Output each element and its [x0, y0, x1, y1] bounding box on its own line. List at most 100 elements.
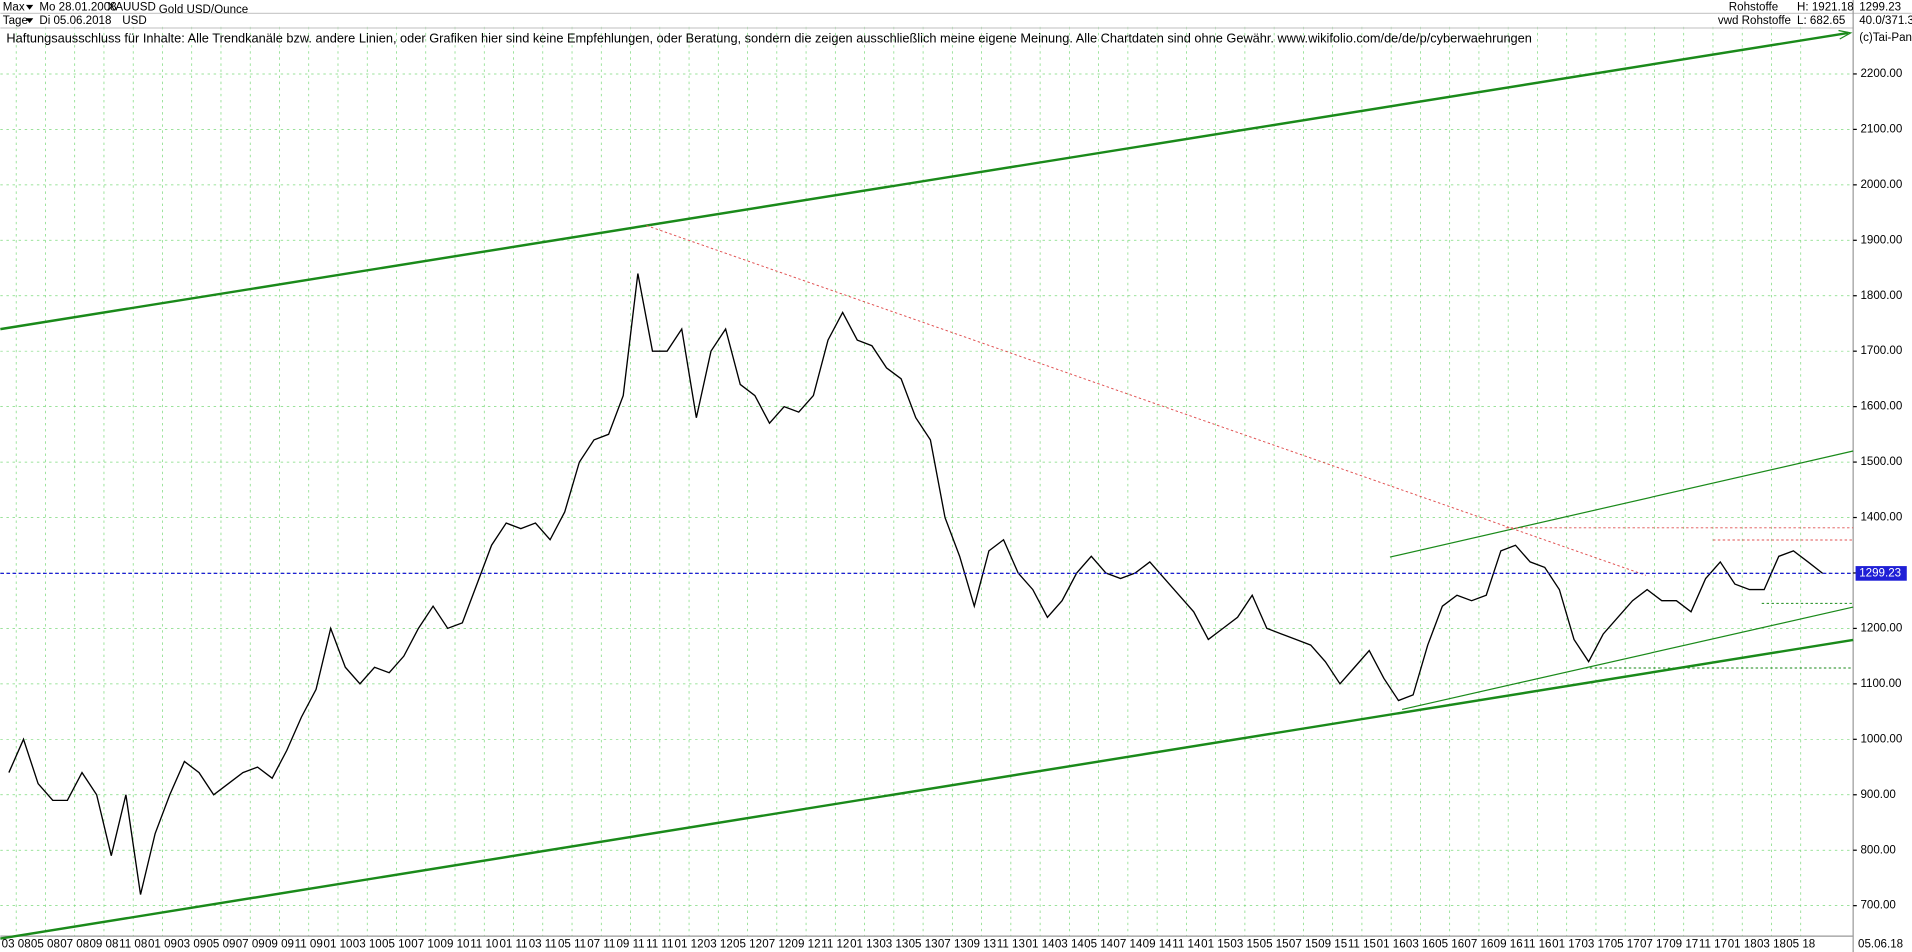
y-tick-label: 700.00	[1860, 900, 1895, 912]
dropdown-icon[interactable]	[25, 4, 34, 10]
interval[interactable]: Tage	[3, 15, 28, 27]
trendlines	[0, 29, 1854, 940]
x-tick-label: 09 16	[1494, 939, 1523, 951]
y-tick-label: 1900.00	[1860, 234, 1902, 246]
x-tick-label: 03 17	[1581, 939, 1610, 951]
x-tick-label: 07 10	[411, 939, 440, 951]
currency: USD	[122, 15, 146, 27]
x-tick-label: 11 16	[1523, 939, 1551, 951]
x-tick-label: 11 15	[1348, 939, 1376, 951]
disclaimer: Haftungsausschluss für Inhalte: Alle Tre…	[6, 30, 1531, 45]
y-tick-label: 1500.00	[1860, 456, 1902, 468]
y-tick-label: 900.00	[1860, 789, 1895, 801]
x-tick-label: 01 09	[148, 939, 177, 951]
x-tick-label: 03 14	[1055, 939, 1085, 951]
x-tick-label: 05 17	[1611, 939, 1640, 951]
last: 1299.23	[1859, 1, 1901, 13]
y-tick-label: 1200.00	[1860, 622, 1902, 634]
x-tick-label: 05 14	[1084, 939, 1114, 951]
x-tick-label: 01 16	[1377, 939, 1406, 951]
y-tick-label: 2200.00	[1860, 68, 1902, 80]
source: vwd Rohstoffe	[1718, 15, 1791, 27]
scale: 40.0/371.3	[1859, 15, 1912, 27]
y-tick-label: 1000.00	[1860, 733, 1902, 745]
last-price-label: 1299.23	[1859, 567, 1901, 579]
x-tick-label: 03 12	[704, 939, 733, 951]
x-tick-label: 11 09	[295, 939, 323, 951]
price-line	[8, 273, 1824, 895]
x-tick-label: 11 12	[821, 939, 849, 951]
y-tick-label: 1600.00	[1860, 401, 1902, 413]
x-tick-label: 09 15	[1318, 939, 1347, 951]
trend-channel-lower	[0, 638, 1854, 940]
x-tick-label: 05 11	[558, 939, 586, 951]
arrow-head	[1838, 29, 1853, 40]
x-tick-label: 05 16	[1435, 939, 1464, 951]
x-tick-label: 07 12	[762, 939, 791, 951]
start-date: Mo 28.01.2008	[39, 1, 116, 13]
x-tick-label: 11 10	[470, 939, 498, 951]
x-tick-label: 05 13	[909, 939, 938, 951]
x-tick-label: 03 15	[1230, 939, 1259, 951]
x-tick-label: 01 11	[499, 939, 527, 951]
x-tick-label: 05 09	[206, 939, 235, 951]
x-tick-label: 09 12	[792, 939, 821, 951]
trend-line	[1402, 606, 1854, 711]
x-tick-label: 03 18	[1757, 939, 1786, 951]
x-tick-label: 07 08	[60, 939, 89, 951]
date-label: 05.06.18	[1858, 939, 1903, 951]
x-tick-label: 01 12	[675, 939, 704, 951]
y-tick-label: 2100.00	[1860, 123, 1902, 135]
x-tick-label: 07 14	[1113, 939, 1143, 951]
x-tick-label: 11 17	[1699, 939, 1727, 951]
group: Rohstoffe	[1729, 1, 1778, 13]
high: H: 1921.18	[1797, 1, 1854, 13]
x-tick-label: 07 13	[938, 939, 967, 951]
x-tick-label: 03 11	[529, 939, 557, 951]
dropdown-icon[interactable]	[25, 18, 34, 24]
x-tick-label: 07 17	[1640, 939, 1669, 951]
x-tick-label: 03 08	[2, 939, 31, 951]
x-tick-label: 05 18	[1786, 939, 1815, 951]
y-tick-label: 1800.00	[1860, 290, 1902, 302]
x-tick-label: 11 13	[997, 939, 1025, 951]
x-tick-label: 07 16	[1464, 939, 1493, 951]
x-tick-label: 05 15	[1260, 939, 1289, 951]
low: L: 682.65	[1797, 15, 1845, 27]
x-tick-label: 07 11	[587, 939, 615, 951]
x-tick-label: 05 12	[733, 939, 762, 951]
x-tick-label: 09 10	[441, 939, 470, 951]
x-tick-label: 09 11	[616, 939, 644, 951]
y-tick-label: 1700.00	[1860, 345, 1902, 357]
x-tick-label: 03 09	[177, 939, 206, 951]
trend-line	[1389, 450, 1854, 558]
x-tick-label: 03 13	[879, 939, 908, 951]
y-tick-label: 1400.00	[1860, 512, 1902, 524]
x-tick-label: 01 13	[850, 939, 879, 951]
x-tick-label: 01 18	[1728, 939, 1757, 951]
x-tick-label: 07 15	[1289, 939, 1318, 951]
range[interactable]: Max	[3, 1, 25, 13]
x-tick-label: 09 08	[89, 939, 118, 951]
symbol: XAUUSD	[108, 1, 156, 13]
x-tick-label: 05 10	[382, 939, 411, 951]
x-tick-label: 11 11	[646, 939, 673, 951]
x-tick-label: 01 17	[1552, 939, 1581, 951]
x-tick-label: 11 08	[119, 939, 147, 951]
y-tick-label: 800.00	[1860, 844, 1895, 856]
last-price-box	[1855, 566, 1907, 581]
x-tick-label: 11 14	[1172, 939, 1201, 951]
end-date: Di 05.06.2018	[39, 15, 111, 27]
y-tick-label: 2000.00	[1860, 179, 1902, 191]
x-tick-label: 01 14	[1026, 939, 1056, 951]
x-tick-label: 01 10	[324, 939, 353, 951]
x-tick-label: 01 15	[1201, 939, 1230, 951]
x-tick-label: 07 09	[236, 939, 265, 951]
trend-channel-upper	[0, 31, 1849, 331]
x-tick-label: 05 08	[31, 939, 60, 951]
instrument: Gold USD/Ounce	[159, 4, 248, 16]
x-tick-label: 03 10	[353, 939, 382, 951]
